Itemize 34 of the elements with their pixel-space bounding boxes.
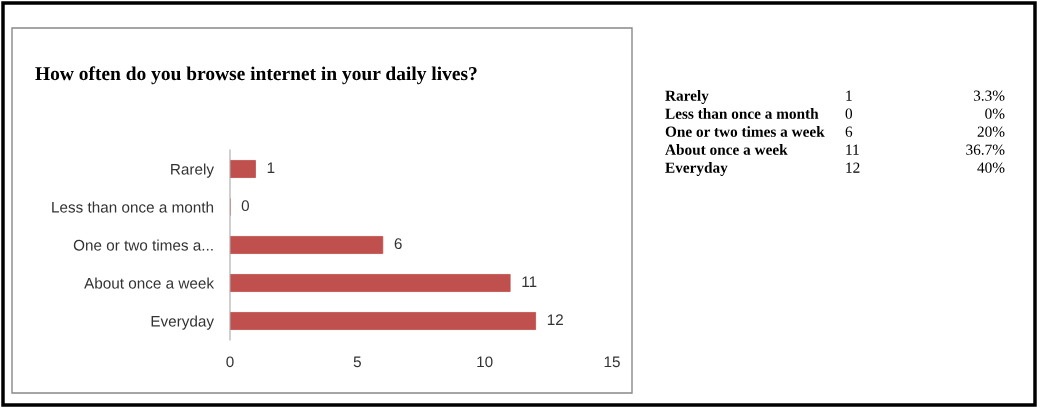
data-label: 0 (241, 200, 250, 212)
text: 0% (985, 108, 1005, 119)
x-tick-label: 5 (353, 356, 361, 368)
text: Rarely (665, 90, 709, 104)
chart-title: How often do you browse internet in your daily lives? (35, 66, 477, 85)
text: 6 (845, 126, 853, 137)
y-tick-label: Less than once a month (52, 201, 214, 213)
y-tick-label: Rarely (171, 163, 214, 178)
data-label: 1 (267, 162, 275, 173)
text: Everyday (665, 162, 728, 176)
text: 36.7% (966, 144, 1005, 155)
bar (230, 236, 384, 254)
bar (230, 274, 511, 292)
y-tick-label: Everyday (151, 315, 214, 330)
bar (230, 160, 256, 178)
data-label: 12 (547, 314, 563, 325)
bar (230, 312, 537, 330)
x-tick-label: 10 (477, 356, 493, 368)
x-tick-label: 0 (226, 356, 234, 368)
text: Less than once a month (665, 108, 819, 119)
data-label: 6 (394, 238, 402, 250)
data-label: 11 (522, 276, 537, 287)
text: One or two times a week (665, 126, 825, 137)
text: 12 (846, 162, 860, 173)
text: 3.3% (973, 90, 1005, 101)
y-tick-label: One or two times a... (73, 239, 213, 251)
text: 1 (846, 90, 852, 101)
text: 0 (845, 108, 853, 119)
text: 40% (977, 162, 1005, 173)
x-tick-label: 15 (604, 356, 620, 368)
text: 20% (977, 126, 1005, 137)
text: 11 (846, 144, 859, 155)
text: About once a week (665, 144, 788, 155)
y-tick-label: About once a week (84, 277, 215, 289)
